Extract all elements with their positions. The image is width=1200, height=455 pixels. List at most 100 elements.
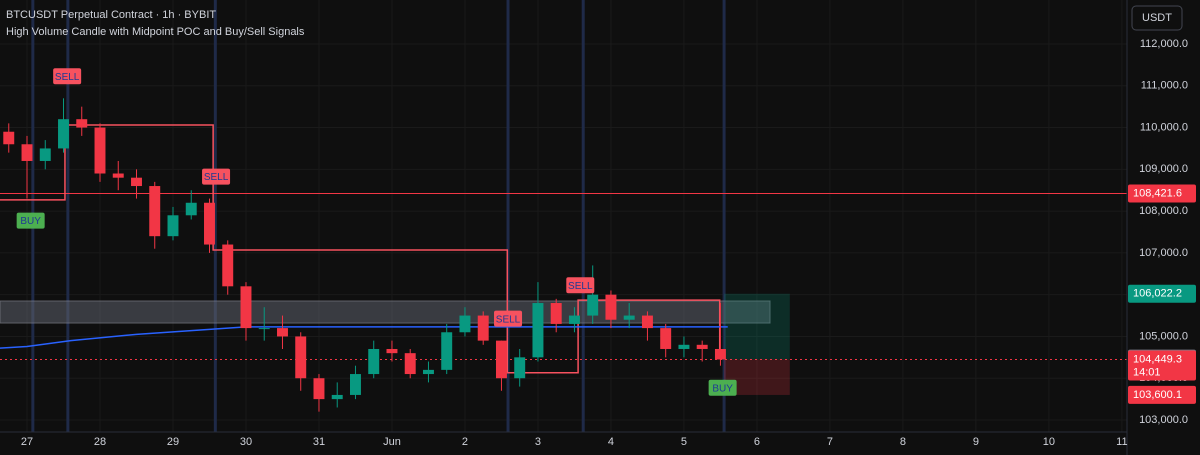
candle-body (568, 315, 580, 324)
signal-badge (202, 168, 231, 185)
x-tick-label: Jun (383, 436, 401, 448)
candle-body (204, 202, 215, 245)
target-box (724, 293, 790, 360)
signal: BUY (708, 379, 737, 396)
candle-body (404, 353, 416, 375)
signal-badge (494, 310, 523, 327)
candle-body (459, 315, 471, 333)
candle-body (368, 348, 380, 375)
currency-button[interactable] (1131, 5, 1183, 31)
candle-body (58, 119, 69, 149)
candle-body (587, 294, 599, 316)
candle-body (167, 215, 179, 237)
signal-label: SELL (55, 72, 80, 83)
candle-body (514, 357, 526, 379)
candle-body (386, 348, 398, 354)
indicator-line (0, 124, 721, 374)
signal-badge (16, 212, 45, 229)
candle-body (441, 332, 453, 370)
candle-body (641, 315, 653, 329)
candle-body (532, 303, 544, 358)
price-tag-label: 104,449.3 (1133, 353, 1182, 365)
indicator-line (0, 326, 728, 349)
x-tick-label: 8 (900, 436, 906, 448)
candle-body (678, 344, 690, 349)
x-tick-label: 4 (608, 436, 614, 448)
candle-body (112, 173, 124, 178)
candle-body (240, 286, 252, 329)
x-tick-label: 29 (167, 436, 179, 448)
price-tag-label: 103,600.1 (1133, 389, 1182, 401)
x-tick-label: 28 (94, 436, 106, 448)
candle-body (623, 315, 635, 320)
candle-body (331, 394, 343, 400)
price-tag-label: 108,421.6 (1133, 187, 1182, 199)
price-tag (1128, 184, 1196, 203)
candle-body (149, 186, 161, 237)
x-tick-label: 5 (681, 436, 687, 448)
currency-label[interactable]: USDT (1142, 12, 1172, 24)
candle-body (714, 348, 726, 360)
candle-body (605, 294, 617, 320)
x-tick-label: 27 (21, 436, 33, 448)
x-tick-label: 11 (1116, 436, 1127, 448)
candle-body (185, 202, 197, 216)
candle-body (277, 328, 288, 337)
candle-body (258, 328, 270, 330)
candle-body (222, 244, 234, 287)
x-tick-label: 10 (1043, 436, 1055, 448)
indicator-name: High Volume Candle with Midpoint POC and… (6, 26, 305, 38)
candle-body (3, 131, 15, 145)
candle-body (660, 328, 672, 349)
y-tick-label: 105,000.0 (1139, 330, 1188, 342)
signal-label: BUY (712, 383, 733, 394)
y-tick-label: 110,000.0 (1140, 121, 1188, 133)
price-tag (1128, 350, 1196, 381)
candle-body (21, 144, 33, 161)
plot-area: BUY SELL SELL SELL SELL BUY (0, 0, 1127, 432)
candle-body (349, 374, 361, 395)
candle-body (131, 177, 142, 187)
y-tick-label: 109,000.0 (1139, 163, 1188, 175)
x-tick-label: 6 (754, 436, 760, 448)
x-tick-label: 31 (313, 436, 325, 448)
candle-body (76, 119, 88, 128)
candle-body (696, 344, 708, 349)
candle-body (295, 336, 307, 379)
price-tag (1128, 284, 1196, 303)
signal-label: SELL (496, 314, 521, 325)
signal: SELL (53, 68, 82, 85)
candle-body (94, 127, 106, 174)
candle-body (422, 369, 434, 375)
price-tag-countdown: 14:01 (1133, 366, 1161, 378)
signal: SELL (494, 310, 523, 327)
signal-badge (53, 68, 82, 85)
x-tick-label: 7 (827, 436, 833, 448)
signal-label: BUY (20, 216, 41, 227)
candle-body (550, 303, 562, 324)
signal: SELL (566, 277, 595, 294)
x-tick-label: 9 (973, 436, 979, 448)
y-tick-label: 112,000.0 (1140, 38, 1188, 50)
x-tick-label: 2 (462, 436, 468, 448)
signal-label: SELL (204, 172, 229, 183)
candle-body (495, 340, 507, 379)
signal: SELL (202, 168, 231, 185)
x-tick-label: 30 (240, 436, 252, 448)
x-tick-label: 3 (535, 436, 541, 448)
price-tag (1128, 385, 1196, 404)
y-tick-label: 107,000.0 (1139, 247, 1188, 259)
y-tick-label: 103,000.0 (1139, 414, 1188, 426)
candle-body (477, 315, 489, 341)
price-tag-label: 106,022.2 (1133, 288, 1182, 300)
y-tick-label: 111,000.0 (1141, 80, 1188, 92)
signal-label: SELL (568, 281, 593, 292)
candle-body (313, 378, 325, 400)
y-tick-label: 108,000.0 (1139, 205, 1188, 217)
signal: BUY (16, 212, 45, 229)
signal-badge (566, 277, 595, 294)
zone-box (0, 300, 771, 324)
candle-body (39, 148, 51, 161)
